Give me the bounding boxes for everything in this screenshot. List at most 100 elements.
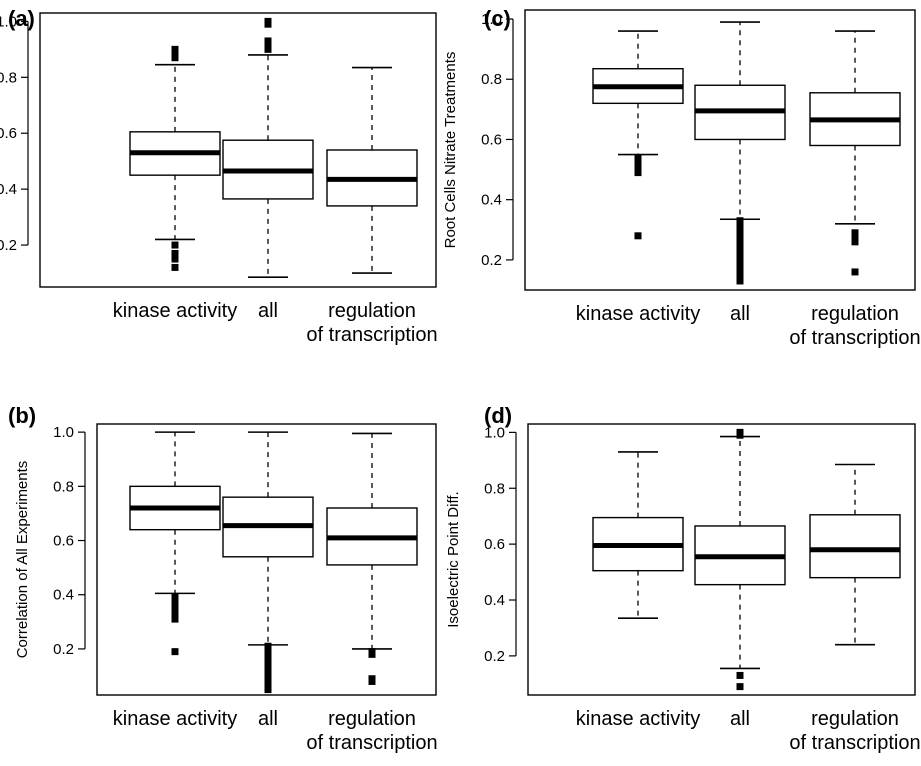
x-category-label: kinase activity bbox=[576, 303, 701, 325]
outlier-point bbox=[264, 669, 272, 677]
plot-frame bbox=[39, 12, 437, 288]
outlier-point bbox=[264, 648, 272, 656]
outlier-point bbox=[264, 658, 272, 666]
outlier-point bbox=[736, 671, 744, 679]
outlier-point bbox=[736, 259, 744, 267]
box-1 bbox=[129, 431, 221, 656]
y-tick-label: 1.0 bbox=[0, 13, 17, 30]
y-tick-label: 0.4 bbox=[484, 592, 505, 609]
x-category-label: all bbox=[258, 708, 278, 730]
box-2 bbox=[222, 17, 314, 279]
outlier-point bbox=[736, 271, 744, 279]
outlier-point bbox=[736, 253, 744, 261]
outlier-point bbox=[736, 229, 744, 237]
outlier-point bbox=[264, 680, 272, 688]
x-category-label: kinase activity bbox=[113, 300, 238, 322]
outlier-point bbox=[171, 615, 179, 623]
y-tick-label: 1.0 bbox=[481, 11, 502, 28]
y-tick-label: 0.8 bbox=[0, 69, 17, 86]
box-2 bbox=[222, 431, 314, 694]
box-2 bbox=[694, 428, 786, 691]
y-axis-label: Root Cells Nitrate Treatments bbox=[442, 52, 459, 249]
outlier-point bbox=[171, 249, 179, 257]
x-category-label: kinase activity bbox=[113, 708, 238, 730]
y-tick-label: 0.8 bbox=[53, 478, 74, 495]
x-category-label: all bbox=[730, 303, 750, 325]
x-category-label: regulation bbox=[811, 708, 899, 730]
outlier-point bbox=[736, 241, 744, 249]
y-tick-label: 0.4 bbox=[0, 181, 17, 198]
x-category-label: regulation bbox=[811, 303, 899, 325]
x-category-label: all bbox=[258, 300, 278, 322]
outlier-point bbox=[736, 217, 744, 225]
outlier-point bbox=[171, 610, 179, 618]
y-tick-label: 0.2 bbox=[484, 648, 505, 665]
x-category-label: of transcription bbox=[306, 732, 437, 754]
outlier-point bbox=[264, 675, 272, 683]
panel-tag: (d) bbox=[484, 403, 512, 428]
panel-b: (b) 0.2 0.4 0.6 0.8 1.0 Correlation of All Exp… bbox=[8, 403, 438, 754]
outlier-point bbox=[171, 263, 179, 271]
y-tick-label: 0.2 bbox=[53, 641, 74, 658]
outlier-point bbox=[634, 154, 642, 162]
x-category-label: all bbox=[730, 708, 750, 730]
x-category-label: of transcription bbox=[789, 732, 920, 754]
y-tick-label: 0.6 bbox=[481, 131, 502, 148]
x-category-label: regulation bbox=[328, 708, 416, 730]
outlier-point bbox=[368, 648, 376, 656]
outlier-point bbox=[264, 37, 272, 45]
outlier-point bbox=[736, 235, 744, 243]
panel-a: (a)0.20.40.60.81.0Probability Scorekinas… bbox=[0, 6, 438, 346]
outlier-point bbox=[171, 599, 179, 607]
y-tick-label: 0.2 bbox=[481, 252, 502, 269]
box-3 bbox=[326, 66, 418, 274]
y-tick-label: 0.4 bbox=[481, 192, 502, 209]
outlier-point bbox=[736, 247, 744, 255]
outlier-point bbox=[264, 653, 272, 661]
y-tick-label: 0.8 bbox=[481, 71, 502, 88]
outlier-point bbox=[368, 675, 376, 683]
outlier-point bbox=[634, 232, 642, 240]
outlier-point bbox=[264, 664, 272, 672]
y-tick-label: 1.0 bbox=[484, 424, 505, 441]
y-tick-label: 0.2 bbox=[0, 237, 17, 254]
plot-frame bbox=[527, 423, 916, 696]
x-category-label: regulation bbox=[328, 300, 416, 322]
y-tick-label: 1.0 bbox=[53, 424, 74, 441]
plot-frame bbox=[524, 9, 916, 291]
y-tick-label: 0.6 bbox=[0, 125, 17, 142]
y-tick-label: 0.4 bbox=[53, 587, 74, 604]
outlier-point bbox=[264, 17, 272, 25]
x-category-label: kinase activity bbox=[576, 708, 701, 730]
y-tick-label: 0.6 bbox=[53, 533, 74, 550]
box-3 bbox=[326, 432, 418, 685]
box-iqr bbox=[809, 514, 901, 579]
outlier-point bbox=[264, 642, 272, 650]
outlier-point bbox=[851, 268, 859, 276]
y-tick-label: 0.6 bbox=[484, 536, 505, 553]
x-category-label: of transcription bbox=[789, 327, 920, 349]
panel-d: (d) 0.2 0.4 0.6 0.8 1.0 Isoelectric Point Diff… bbox=[445, 403, 921, 754]
outlier-point bbox=[171, 593, 179, 601]
y-axis-label: Correlation of All Experiments bbox=[14, 461, 31, 659]
x-category-label: of transcription bbox=[306, 324, 437, 346]
y-tick-label: 0.8 bbox=[484, 480, 505, 497]
outlier-point bbox=[171, 648, 179, 656]
outlier-point bbox=[264, 686, 272, 694]
outlier-point bbox=[736, 277, 744, 285]
panel-tag: (a) bbox=[8, 6, 35, 31]
y-axis-label: Isoelectric Point Diff. bbox=[445, 491, 462, 627]
box-3 bbox=[809, 30, 901, 276]
outlier-point bbox=[171, 45, 179, 53]
box-1 bbox=[129, 45, 221, 271]
outlier-point bbox=[736, 223, 744, 231]
box-3 bbox=[809, 463, 901, 646]
box-2 bbox=[694, 21, 786, 285]
outlier-point bbox=[851, 229, 859, 237]
outlier-point bbox=[736, 683, 744, 691]
box-1 bbox=[592, 30, 684, 240]
outlier-point bbox=[736, 265, 744, 273]
plot-frame bbox=[96, 423, 437, 696]
